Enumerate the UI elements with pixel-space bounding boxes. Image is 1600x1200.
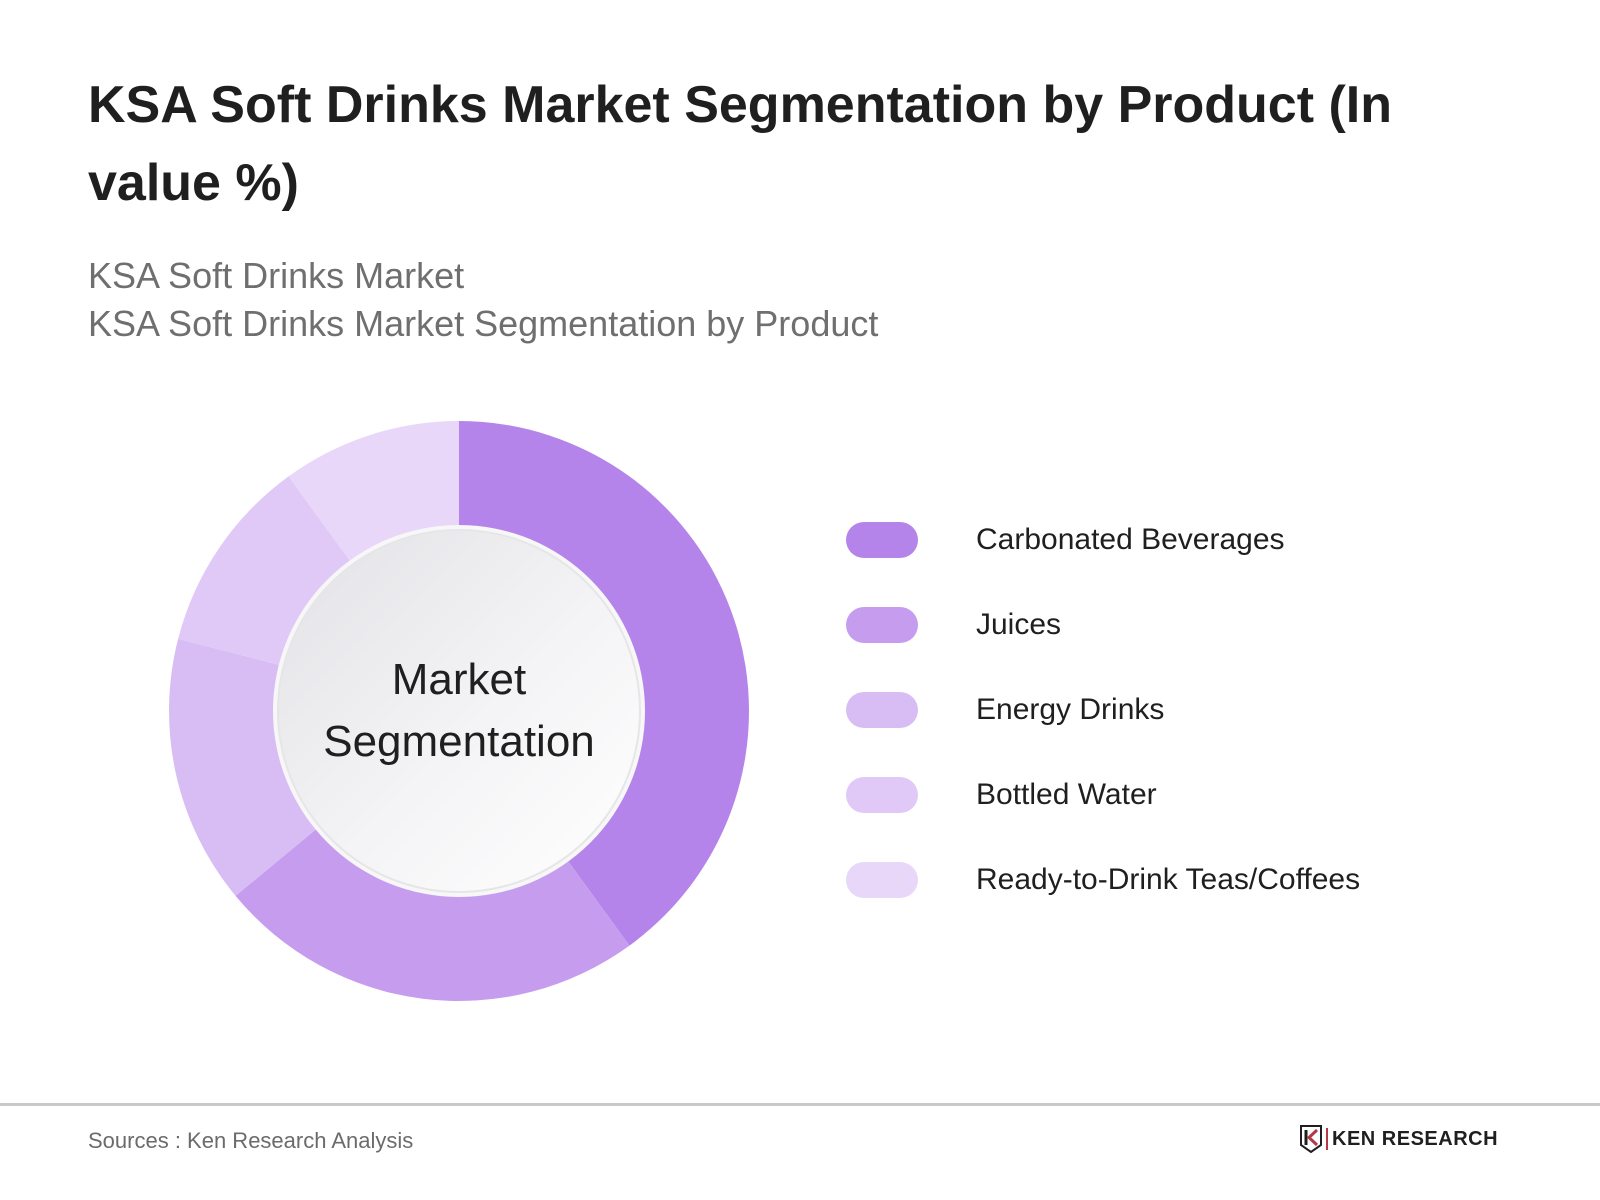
subtitle-market: KSA Soft Drinks Market (88, 255, 465, 296)
subtitle-block: KSA Soft Drinks Market KSA Soft Drinks M… (88, 252, 878, 348)
chart-area: Market Segmentation Carbonated Beverages… (168, 421, 1360, 1001)
legend-swatch (846, 862, 918, 898)
legend-label: Ready-to-Drink Teas/Coffees (976, 863, 1361, 896)
legend-item-carbonated-beverages: Carbonated Beverages (846, 520, 1285, 560)
ken-research-logo: KEN RESEARCH (1300, 1124, 1498, 1154)
center-label-line-1: Market (391, 655, 527, 704)
ken-research-logo-icon (1300, 1125, 1322, 1153)
legend-item-rtd-teas-coffees: Ready-to-Drink Teas/Coffees (846, 860, 1360, 900)
donut-chart (168, 421, 750, 1001)
legend-label: Energy Drinks (976, 693, 1165, 726)
footer-divider (0, 1103, 1600, 1106)
legend-swatch (846, 607, 918, 643)
legend-swatch (846, 522, 918, 558)
legend-swatch (846, 692, 918, 728)
legend-item-energy-drinks: Energy Drinks (846, 690, 1164, 730)
legend-label: Bottled Water (976, 778, 1157, 811)
center-label: Market Segmentation (273, 525, 645, 897)
center-label-line-2: Segmentation (323, 717, 595, 766)
legend-item-juices: Juices (846, 605, 1061, 645)
center-disc (277, 529, 641, 893)
subtitle-segmentation: KSA Soft Drinks Market Segmentation by P… (88, 303, 879, 344)
legend-swatch (846, 777, 918, 813)
legend-item-bottled-water: Bottled Water (846, 775, 1157, 815)
logo-text: KEN RESEARCH (1332, 1127, 1499, 1150)
chart-title: KSA Soft Drinks Market Segmentation by P… (88, 76, 1393, 212)
legend-label: Carbonated Beverages (976, 523, 1285, 556)
legend-label: Juices (976, 608, 1062, 641)
source-note: Sources : Ken Research Analysis (88, 1128, 414, 1153)
logo-separator (1326, 1128, 1328, 1150)
